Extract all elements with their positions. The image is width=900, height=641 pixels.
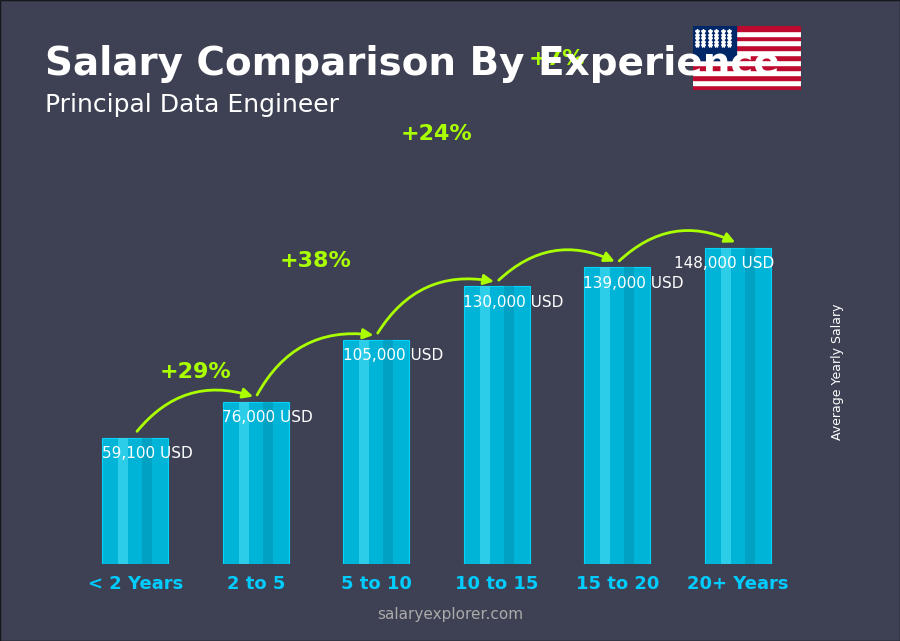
Bar <box>103 438 168 564</box>
Bar <box>721 248 731 564</box>
Bar <box>705 248 770 564</box>
Bar <box>693 46 801 50</box>
Bar <box>693 26 801 31</box>
Text: salaryexplorer.com: salaryexplorer.com <box>377 607 523 622</box>
Bar <box>263 402 273 564</box>
Bar <box>383 340 393 564</box>
Bar <box>480 287 490 564</box>
Bar <box>693 70 801 75</box>
Text: Principal Data Engineer: Principal Data Engineer <box>45 93 339 117</box>
Text: Average Yearly Salary: Average Yearly Salary <box>831 304 843 440</box>
Text: +24%: +24% <box>400 124 472 144</box>
Bar <box>504 287 514 564</box>
Bar <box>693 75 801 80</box>
Text: Salary Comparison By Experience: Salary Comparison By Experience <box>45 45 779 83</box>
Bar <box>119 438 129 564</box>
Text: 59,100 USD: 59,100 USD <box>102 446 193 462</box>
Bar <box>343 340 410 564</box>
Bar <box>693 80 801 85</box>
Bar <box>142 438 152 564</box>
Text: 148,000 USD: 148,000 USD <box>673 256 774 271</box>
Bar <box>693 65 801 70</box>
Bar <box>693 26 736 60</box>
Text: +38%: +38% <box>280 251 352 271</box>
Bar <box>584 267 651 564</box>
Bar <box>238 402 248 564</box>
Bar <box>693 35 801 40</box>
Bar <box>693 85 801 90</box>
Text: 130,000 USD: 130,000 USD <box>463 295 563 310</box>
Bar <box>600 267 610 564</box>
Text: +7%: +7% <box>528 49 585 69</box>
Bar <box>625 267 634 564</box>
Bar <box>693 31 801 35</box>
Bar <box>222 402 289 564</box>
Text: 105,000 USD: 105,000 USD <box>343 348 443 363</box>
Bar <box>693 60 801 65</box>
Bar <box>464 287 530 564</box>
Text: 139,000 USD: 139,000 USD <box>583 276 684 290</box>
Text: 76,000 USD: 76,000 USD <box>222 410 313 425</box>
Bar <box>693 40 801 46</box>
Bar <box>693 50 801 55</box>
Text: +29%: +29% <box>159 362 231 383</box>
Bar <box>359 340 369 564</box>
Bar <box>744 248 754 564</box>
Bar <box>693 55 801 60</box>
